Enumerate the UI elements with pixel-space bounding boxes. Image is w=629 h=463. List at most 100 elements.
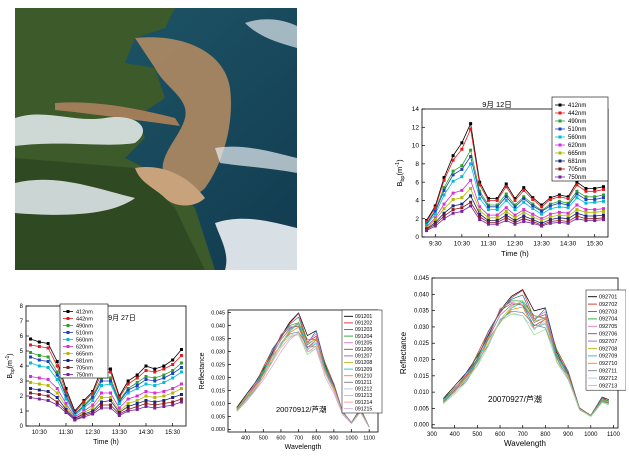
data-point [171, 391, 175, 395]
x-tick-label: 800 [312, 436, 321, 442]
y-tick-label: 0.030 [211, 349, 225, 355]
y-tick-label: 6 [415, 179, 419, 186]
legend-box [585, 289, 627, 391]
x-tick-label: 15:30 [165, 430, 181, 436]
legend-label: 092704 [599, 317, 617, 323]
data-point [584, 187, 588, 191]
data-point [179, 366, 183, 369]
y-tick-label: 0.005 [414, 406, 430, 412]
data-point [584, 198, 588, 202]
chart-bb-sep12: 9:30 10:30 11:30 12:30 13:30 14:30 15:30 0 2 4 6 8 1… [392, 95, 622, 265]
data-point [478, 205, 482, 209]
data-point [29, 387, 33, 390]
y-tick-label: 0 [415, 234, 419, 241]
legend-label: 490nm [76, 323, 93, 329]
legend-swatch-marker [558, 119, 562, 123]
data-point [29, 361, 33, 365]
data-point [64, 397, 68, 401]
data-point [37, 388, 41, 392]
series-line [30, 356, 182, 415]
legend-label: 091205 [355, 340, 372, 346]
data-point [451, 158, 455, 162]
data-point [442, 188, 446, 192]
data-point [135, 381, 139, 384]
y-label-unit: (m [7, 360, 14, 368]
legend-label: 620nm [76, 344, 93, 350]
data-point [593, 208, 597, 212]
legend-label: 665nm [568, 151, 586, 157]
data-point [469, 178, 473, 182]
data-point [117, 402, 121, 405]
data-point [135, 394, 139, 398]
data-point [469, 155, 473, 159]
data-point [153, 384, 157, 387]
y-label-unit: (m [395, 167, 404, 176]
x-tick-label: 500 [472, 432, 483, 438]
data-point [548, 218, 552, 222]
legend-label: 705nm [568, 167, 586, 173]
data-point [82, 406, 86, 410]
data-point [109, 367, 113, 371]
y-tick-label: 3 [20, 379, 24, 385]
data-point [179, 397, 183, 401]
data-point [531, 202, 535, 206]
data-point [540, 209, 544, 213]
series-line [30, 392, 182, 421]
x-tick-label: 12:30 [507, 241, 524, 248]
data-point [126, 405, 130, 408]
legend-label: 705nm [76, 365, 93, 371]
x-tick-label: 300 [427, 432, 438, 438]
data-point [433, 224, 437, 228]
data-point [55, 370, 59, 374]
legend-label: 091204 [355, 334, 372, 340]
data-point [46, 360, 50, 363]
data-point [433, 204, 437, 208]
data-point [442, 202, 446, 206]
legend-swatch-marker [66, 366, 70, 369]
data-point [179, 387, 183, 390]
legend-swatch-marker [558, 103, 562, 107]
data-point [64, 387, 68, 390]
legend-label: 092707 [599, 339, 617, 345]
legend-swatch-marker [558, 167, 562, 171]
data-point [486, 222, 490, 226]
data-point [91, 406, 95, 410]
x-axis-label: Wavelength [504, 439, 546, 448]
data-point [153, 367, 157, 371]
legend: 0927010927020927030927040927050927060927… [585, 289, 627, 391]
data-point [504, 198, 508, 202]
data-point [557, 219, 561, 223]
data-point [171, 387, 175, 390]
legend-label: 091203 [355, 327, 372, 333]
x-tick-label: 15:30 [587, 241, 604, 248]
data-point [593, 189, 597, 193]
y-tick-label: 0.000 [414, 423, 430, 429]
x-tick-label: 10:30 [32, 430, 48, 436]
data-point [531, 207, 535, 211]
data-point [584, 214, 588, 218]
data-point [117, 396, 121, 399]
data-point [153, 379, 157, 383]
series-line [30, 362, 182, 417]
data-point [29, 351, 33, 354]
legend-swatch-marker [558, 127, 562, 131]
series-line [443, 313, 610, 417]
data-point [442, 214, 446, 218]
data-point [117, 414, 121, 417]
data-point [179, 354, 183, 357]
data-point [601, 216, 605, 220]
y-label-sup: -1 [5, 356, 11, 361]
data-point [135, 405, 139, 408]
data-point [144, 382, 148, 386]
data-point [566, 221, 570, 225]
legend: 412nm442nm490nm510nm560nm620nm665nm681nm… [59, 303, 109, 378]
data-point [46, 390, 50, 393]
x-tick-label: 9:30 [429, 241, 442, 248]
y-axis-label: Reflectance [399, 331, 408, 374]
data-point [442, 178, 446, 182]
data-point [566, 197, 570, 201]
data-point [566, 211, 570, 215]
x-tick-label: 11:30 [481, 241, 497, 248]
y-tick-label: 2 [415, 216, 419, 223]
legend-label: 092702 [599, 302, 617, 308]
